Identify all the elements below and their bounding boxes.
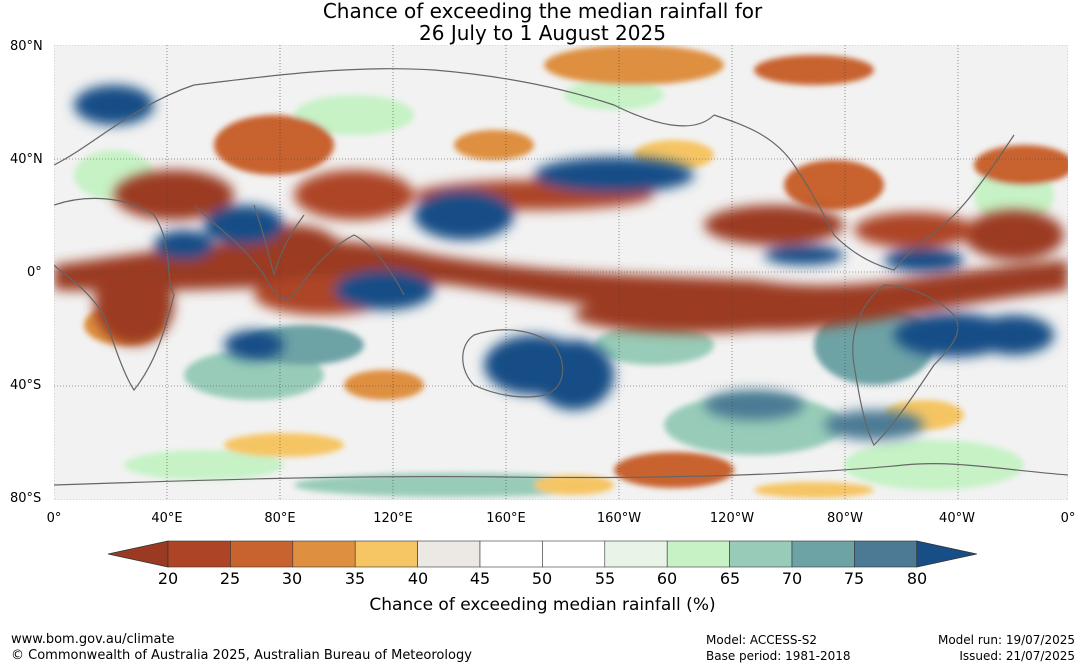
colorbar-tick-50: 50 (531, 569, 553, 588)
lat-label-40s: 40°S (10, 378, 42, 393)
colorbar-tick-40: 40 (407, 569, 429, 588)
colorbar-extend-low (107, 540, 169, 568)
colorbar-segment (417, 540, 481, 568)
footer-model: Model: ACCESS-S2 (706, 633, 818, 647)
colorbar-tick-20: 20 (157, 569, 179, 588)
colorbar-segment (542, 540, 606, 568)
colorbar-segment (604, 540, 668, 568)
coastlines (53, 68, 1069, 486)
colorbar-tick-45: 45 (469, 569, 491, 588)
colorbar-segment (292, 540, 356, 568)
lon-label-120w: 120°W (709, 511, 755, 526)
rainfall-shading (74, 45, 1074, 498)
colorbar-segment (354, 540, 418, 568)
colorbar-segment (167, 540, 231, 568)
lat-label-80n: 80°N (10, 39, 43, 54)
lon-label-120e: 120°E (373, 511, 413, 526)
colorbar-tick-35: 35 (344, 569, 366, 588)
colorbar-tick-55: 55 (594, 569, 616, 588)
colorbar-tick-65: 65 (719, 569, 741, 588)
lat-label-40n: 40°N (10, 152, 43, 167)
colorbar-segment (791, 540, 855, 568)
lon-label-40w: 40°W (939, 511, 975, 526)
colorbar-tick-80: 80 (906, 569, 928, 588)
colorbar-segment (479, 540, 543, 568)
graticule (54, 45, 1068, 500)
map-title-line-2: 26 July to 1 August 2025 (419, 21, 666, 45)
lon-label-0-east: 0° (1060, 511, 1076, 526)
colorbar-tick-25: 25 (219, 569, 241, 588)
map-frame (53, 44, 1069, 501)
colorbar-segment (230, 540, 294, 568)
lon-label-40e: 40°E (151, 511, 183, 526)
colorbar-segment (666, 540, 730, 568)
rainfall-map-graphic (53, 44, 1074, 501)
colorbar-tick-75: 75 (843, 569, 865, 588)
rainfall-major-bands (54, 85, 1068, 440)
colorbar-segment (729, 540, 793, 568)
lon-label-160e: 160°E (486, 511, 526, 526)
colorbar-graphic (107, 540, 977, 568)
lon-label-80e: 80°E (264, 511, 296, 526)
colorbar-tick-60: 60 (656, 569, 678, 588)
footer-model-run: Model run: 19/07/2025 (937, 633, 1075, 647)
footer-base-period: Base period: 1981-2018 (706, 649, 851, 663)
map-title-line-1: Chance of exceeding the median rainfall … (322, 0, 763, 23)
colorbar-tick-30: 30 (281, 569, 303, 588)
lat-label-80s: 80°S (10, 491, 42, 506)
colorbar-extend-high (916, 540, 977, 568)
lat-label-0: 0° (27, 265, 42, 280)
lon-label-160w: 160°W (596, 511, 642, 526)
footer-url: www.bom.gov.au/climate (11, 632, 175, 647)
footer-copyright: © Commonwealth of Australia 2025, Austra… (11, 648, 472, 663)
colorbar (107, 540, 978, 574)
colorbar-tick-70: 70 (781, 569, 803, 588)
colorbar-label: Chance of exceeding median rainfall (%) (369, 595, 716, 615)
lon-label-0: 0° (46, 511, 62, 526)
lon-label-80w: 80°W (827, 511, 863, 526)
colorbar-segment (854, 540, 918, 568)
rainfall-map (53, 44, 1074, 501)
footer-issued: Issued: 21/07/2025 (959, 649, 1075, 663)
